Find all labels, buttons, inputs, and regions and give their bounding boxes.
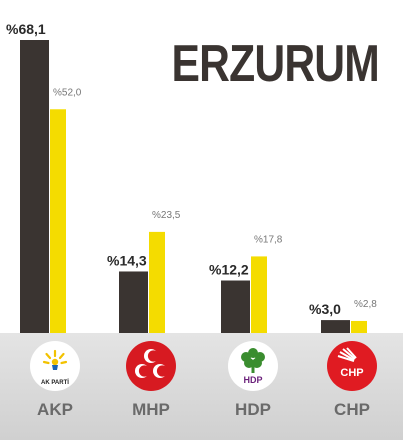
bar-akp-dark — [20, 40, 49, 333]
chart-title: ERZURUM — [171, 35, 380, 93]
value-label-chp-yellow: %2,8 — [354, 299, 377, 310]
value-label-mhp-dark: %14,3 — [107, 252, 147, 268]
akp-logo-text: AK PARTİ — [41, 379, 69, 386]
hdp-logo-icon: HDP — [228, 341, 278, 391]
bar-mhp-dark — [119, 271, 148, 333]
bar-hdp-dark — [221, 280, 250, 333]
akp-logo-icon: AK PARTİ — [30, 341, 80, 391]
bar-akp-yellow — [50, 109, 66, 333]
chp-logo-icon: CHP — [327, 341, 377, 391]
value-label-hdp-yellow: %17,8 — [254, 234, 283, 245]
value-label-hdp-dark: %12,2 — [209, 262, 249, 278]
party-label-akp: AKP — [37, 400, 73, 419]
value-label-chp-dark: %3,0 — [309, 301, 341, 317]
value-label-mhp-yellow: %23,5 — [152, 210, 181, 221]
party-label-mhp: MHP — [132, 400, 170, 419]
bar-chp-dark — [321, 320, 350, 333]
party-label-hdp: HDP — [235, 400, 271, 419]
value-label-akp-dark: %68,1 — [6, 21, 46, 37]
bar-hdp-yellow — [251, 256, 267, 333]
bar-mhp-yellow — [149, 231, 165, 333]
bar-chp-yellow — [351, 320, 367, 333]
chp-logo-text: CHP — [340, 367, 363, 379]
mhp-logo-icon — [126, 341, 176, 391]
value-label-akp-yellow: %52,0 — [53, 87, 82, 98]
party-label-chp: CHP — [334, 400, 370, 419]
hdp-logo-text: HDP — [243, 375, 262, 385]
